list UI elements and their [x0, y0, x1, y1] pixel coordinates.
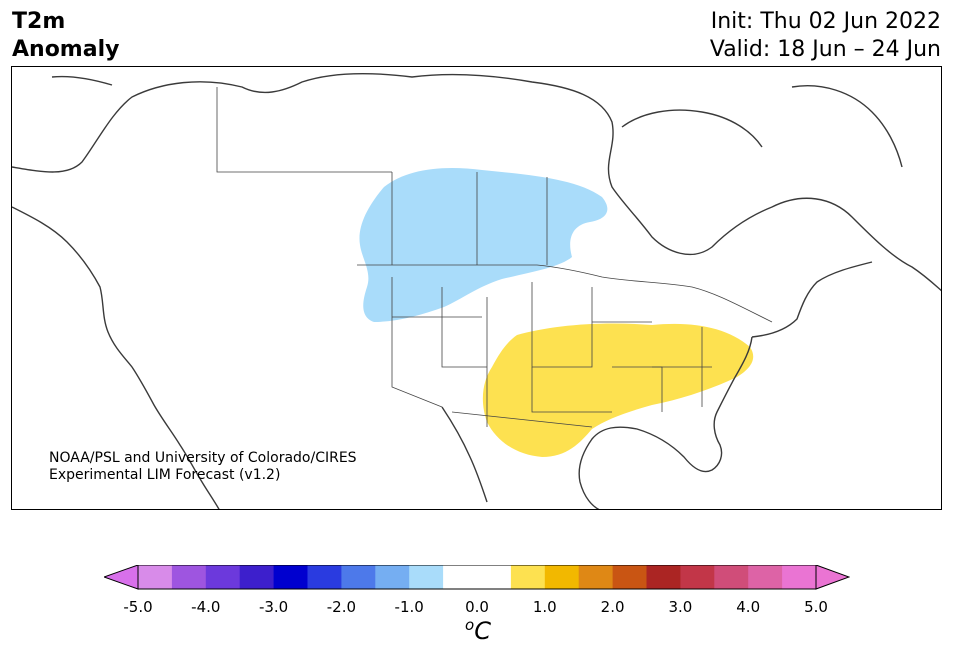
forecast-dates: Init: Thu 02 Jun 2022 Valid: 18 Jun – 24… [710, 8, 941, 64]
colorbar-tick: -4.0 [191, 598, 221, 616]
colorbar-outline [137, 565, 817, 590]
colorbar-cell [544, 565, 580, 589]
colorbar-tick: 0.0 [465, 598, 489, 616]
colorbar-tick: -5.0 [123, 598, 153, 616]
warm-anomaly-region [482, 323, 754, 457]
colorbar-tick: -1.0 [394, 598, 424, 616]
colorbar-cell [205, 565, 241, 589]
map-title: T2m Anomaly [12, 8, 119, 64]
colorbar-cell [510, 565, 546, 589]
colorbar-cell [680, 565, 715, 589]
colorbar-tick-labels: -5.0 -4.0 -3.0 -2.0 -1.0 0.0 1.0 2.0 3.0 4.0 5.0 [0, 598, 953, 618]
colorbar-cell [782, 565, 817, 589]
variable-label: T2m [12, 9, 66, 34]
init-date: Init: Thu 02 Jun 2022 [710, 9, 941, 34]
colorbar-cell [375, 565, 410, 589]
colorbar-cell [443, 565, 478, 589]
political-borders [216, 87, 773, 428]
colorbar-cell [138, 565, 173, 589]
colorbar-unit: oC [465, 616, 491, 645]
attribution: NOAA/PSL and University of Colorado/CIRE… [49, 450, 357, 484]
attribution-line1: NOAA/PSL and University of Colorado/CIRE… [49, 450, 357, 466]
colorbar-tick: 4.0 [736, 598, 761, 616]
unit-degree: o [465, 616, 475, 634]
colorbar-cell [612, 565, 647, 589]
colorbar-tick: -3.0 [258, 598, 289, 616]
anomaly-label: Anomaly [12, 37, 120, 62]
colorbar-tick: 2.0 [600, 598, 625, 616]
colorbar-cell [646, 565, 681, 589]
colorbar-cell [239, 565, 275, 589]
colorbar-cell [714, 565, 749, 589]
colorbar-cell [307, 565, 342, 589]
colorbar-cell [748, 565, 783, 589]
attribution-line2: Experimental LIM Forecast (v1.2) [49, 467, 281, 483]
colorbar-cell [409, 565, 444, 589]
cool-anomaly-region [359, 168, 608, 322]
unit-celsius: C [474, 617, 491, 645]
colorbar-extend-high [815, 565, 850, 590]
colorbar-tick: 3.0 [668, 598, 693, 616]
colorbar-cell [273, 565, 308, 589]
north-america-map [12, 73, 941, 509]
colorbar-tick: 5.0 [804, 598, 828, 616]
valid-range: Valid: 18 Jun – 24 Jun [709, 37, 941, 62]
colorbar-cell [477, 565, 512, 589]
colorbar-cell [578, 565, 614, 589]
colorbar-cell [341, 565, 376, 589]
colorbar-cell [171, 565, 207, 589]
colorbar-extend-low [104, 565, 139, 590]
map-panel [11, 66, 942, 510]
colorbar [104, 565, 850, 590]
colorbar-tick: -2.0 [326, 598, 357, 616]
colorbar-tick: 1.0 [532, 598, 557, 616]
coastlines [12, 73, 941, 509]
